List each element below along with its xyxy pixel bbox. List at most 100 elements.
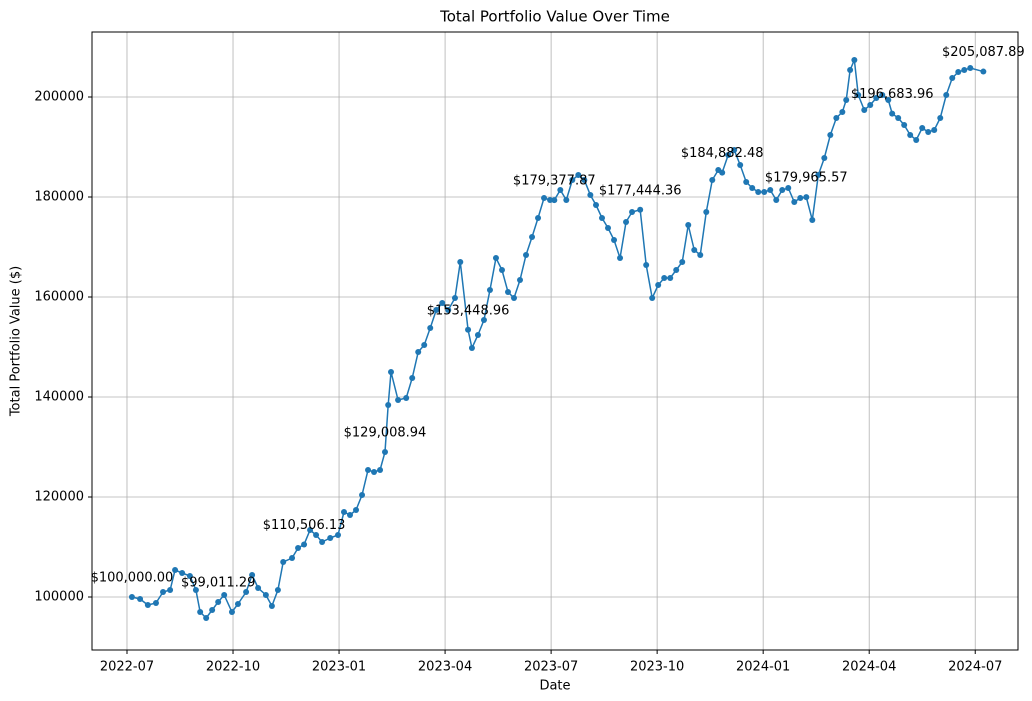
data-point: [617, 255, 624, 261]
data-point: [719, 169, 726, 176]
data-point: [611, 237, 618, 243]
data-point: [907, 132, 914, 138]
data-point: [403, 395, 410, 401]
x-tick-label: 2022-07: [100, 660, 154, 675]
data-point: [504, 289, 511, 295]
data-point: [697, 252, 704, 258]
data-point: [855, 92, 862, 98]
data-point: [228, 609, 235, 615]
data-point: [295, 545, 302, 551]
data-point: [749, 185, 756, 191]
data-point: [867, 102, 874, 108]
data-point: [967, 65, 974, 71]
data-point: [388, 369, 395, 375]
data-point: [385, 402, 392, 408]
data-point: [215, 598, 222, 605]
data-point: [474, 332, 481, 338]
data-point: [685, 222, 692, 228]
data-point: [623, 219, 630, 225]
data-point: [599, 215, 606, 221]
data-point: [313, 532, 320, 538]
data-point: [937, 115, 944, 121]
data-point: [592, 202, 599, 208]
data-point: [179, 570, 186, 576]
y-tick-label: 120000: [34, 490, 84, 505]
data-point: [821, 155, 828, 161]
annotation: $179,377.87: [513, 174, 596, 189]
data-point: [498, 267, 505, 273]
data-point: [457, 259, 464, 265]
data-point: [409, 375, 416, 381]
data-point: [167, 587, 174, 593]
data-point: [486, 287, 493, 293]
data-point: [523, 252, 530, 258]
annotation: $153,448.96: [427, 303, 510, 318]
data-point: [629, 209, 636, 215]
annotation: $99,011.29: [181, 575, 255, 590]
data-point: [679, 259, 686, 265]
data-point: [725, 152, 732, 158]
data-point: [551, 197, 558, 204]
data-point: [827, 132, 834, 138]
x-tick-label: 2024-07: [948, 660, 1002, 675]
data-point: [234, 601, 241, 607]
data-point: [815, 172, 822, 178]
annotation: $100,000.00: [91, 571, 174, 586]
data-point: [301, 541, 308, 548]
data-point: [421, 342, 428, 348]
data-point: [319, 539, 326, 545]
x-axis-label: Date: [539, 679, 570, 694]
data-point: [203, 615, 210, 621]
data-point: [547, 197, 554, 203]
data-point: [791, 199, 798, 205]
x-tick-label: 2023-07: [524, 660, 578, 675]
data-point: [703, 209, 710, 215]
data-point: [737, 162, 744, 168]
data-point: [427, 325, 434, 331]
data-point: [465, 326, 472, 333]
data-point: [667, 275, 674, 281]
data-point: [243, 589, 250, 595]
data-point: [913, 137, 920, 143]
annotation: $184,882.48: [681, 146, 764, 161]
data-point: [274, 587, 281, 593]
data-point: [137, 596, 144, 602]
data-point: [128, 594, 135, 600]
data-point: [839, 109, 846, 115]
data-point: [359, 492, 366, 498]
data-point: [144, 602, 151, 608]
y-tick-label: 180000: [34, 190, 84, 205]
data-point: [731, 147, 738, 153]
data-point: [480, 317, 487, 323]
data-point: [955, 69, 962, 75]
data-point: [381, 448, 388, 455]
data-point: [581, 177, 588, 183]
data-point: [395, 397, 402, 403]
data-point: [673, 267, 680, 273]
data-point: [980, 68, 987, 75]
data-point: [365, 467, 372, 473]
data-point: [535, 215, 542, 221]
x-tick-label: 2023-10: [630, 660, 684, 675]
data-point: [919, 125, 926, 131]
data-point: [605, 225, 612, 231]
data-point: [803, 194, 810, 201]
data-point: [172, 567, 179, 573]
data-point: [931, 127, 938, 133]
data-point: [779, 187, 786, 193]
data-point: [785, 185, 792, 191]
data-point: [587, 192, 594, 198]
data-point: [192, 587, 199, 593]
data-point: [889, 110, 896, 117]
data-point: [773, 197, 780, 203]
y-tick-label: 160000: [34, 290, 84, 305]
data-point: [468, 345, 475, 351]
plot-frame: [91, 31, 1019, 651]
data-point: [280, 559, 287, 565]
data-point: [160, 589, 167, 595]
data-point: [637, 206, 644, 213]
data-point: [885, 97, 892, 103]
data-point: [152, 600, 159, 606]
data-point: [209, 607, 216, 613]
data-point: [861, 107, 868, 113]
